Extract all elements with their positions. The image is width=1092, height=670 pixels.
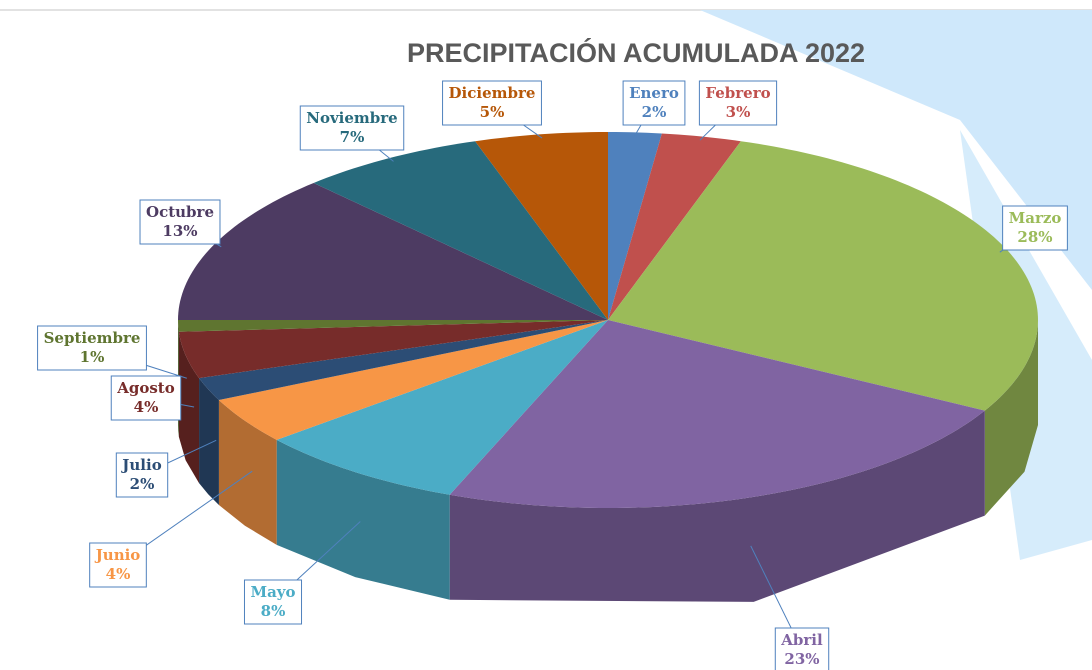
slice [608,132,662,320]
label-box [89,542,147,588]
slice [608,133,741,320]
label-box [1002,205,1068,251]
slice-side [984,320,1038,516]
label-box [115,452,169,498]
slice [178,320,608,332]
label-value: 23% [784,650,819,668]
label-value: 2% [130,475,155,493]
slice-side [218,400,277,545]
label-box [299,105,405,151]
label-name: Noviembre [306,109,397,127]
label-box [37,325,147,371]
label-box [442,80,542,126]
label-name: Junio [94,546,141,564]
label-name: Julio [120,456,161,474]
chart-title: PRECIPITACIÓN ACUMULADA 2022 [407,37,865,68]
slice-side [276,439,450,600]
slice-side [199,378,219,506]
label-name: Septiembre [44,329,141,347]
label-box [110,375,182,421]
slice [178,182,608,320]
slice-side [178,331,200,484]
slice [218,320,609,440]
label-value: 5% [480,103,505,121]
slice [449,320,985,508]
label-name: Marzo [1009,209,1062,227]
label-name: Agosto [116,379,175,397]
slice [276,320,608,495]
slice [178,320,608,379]
label-box [774,627,830,670]
label-name: Febrero [705,84,770,102]
label-name: Abril [780,631,823,649]
slice [475,132,608,320]
label-value: 1% [80,348,105,366]
slice [199,320,609,401]
label-name: Enero [629,84,679,102]
slice-side [449,410,985,602]
label-box [622,80,686,126]
label-name: Mayo [250,583,295,601]
slice [608,141,1038,411]
label-value: 7% [340,128,365,146]
bg-shape [700,10,1092,290]
label-value: 28% [1017,228,1052,246]
label-name: Octubre [146,203,214,221]
slice [313,141,608,320]
label-value: 8% [261,602,286,620]
label-value: 2% [642,103,667,121]
label-name: Diciembre [449,84,536,102]
label-value: 4% [134,398,159,416]
label-box [243,579,303,625]
label-value: 3% [726,103,751,121]
label-box [139,199,221,245]
label-value: 4% [106,565,131,583]
label-value: 13% [162,222,197,240]
label-box [698,80,778,126]
